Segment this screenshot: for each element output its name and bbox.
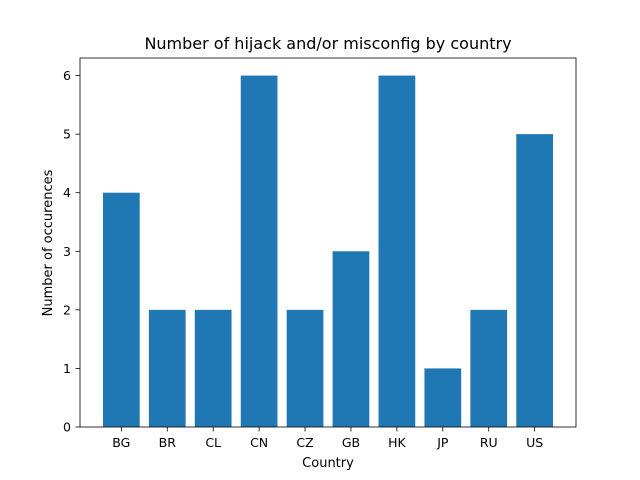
bar-jp xyxy=(424,368,462,427)
x-tick-label: BG xyxy=(112,435,130,450)
bar-gb xyxy=(332,251,370,427)
x-tick-label: GB xyxy=(342,435,360,450)
axes-frame xyxy=(79,57,577,428)
y-tick-label: 1 xyxy=(63,361,71,376)
y-tick-label: 2 xyxy=(63,302,71,317)
x-tick-label: RU xyxy=(480,435,498,450)
y-tick-label: 4 xyxy=(63,185,71,200)
x-tick-label: CN xyxy=(250,435,268,450)
bar-hk xyxy=(378,75,416,428)
y-tick-label: 6 xyxy=(63,68,71,83)
bar-cz xyxy=(286,309,324,427)
x-tick-label: US xyxy=(526,435,543,450)
x-axis-label: Country xyxy=(302,456,354,471)
bar-bg xyxy=(102,192,140,427)
y-tick-label: 5 xyxy=(63,127,71,142)
bar-ru xyxy=(470,309,508,427)
y-tick-label: 3 xyxy=(63,244,71,259)
bar-us xyxy=(516,134,554,427)
plot-area: BG BR CL CN CZ GB HK JP RU US 0 1 2 3 4 5 6 xyxy=(63,57,577,450)
y-tick-label: 0 xyxy=(63,420,71,435)
x-tick-label: CL xyxy=(205,435,221,450)
x-tick-label: CZ xyxy=(296,435,313,450)
x-tick-label: BR xyxy=(159,435,177,450)
bar-br xyxy=(148,309,186,427)
y-axis-label: Number of occurences xyxy=(41,169,56,316)
chart-title: Number of hijack and/or misconfig by cou… xyxy=(144,34,511,53)
x-tick-label: JP xyxy=(436,435,449,450)
bar-cn xyxy=(240,75,278,428)
x-tick-label: HK xyxy=(388,435,406,450)
bar-cl xyxy=(194,309,232,427)
